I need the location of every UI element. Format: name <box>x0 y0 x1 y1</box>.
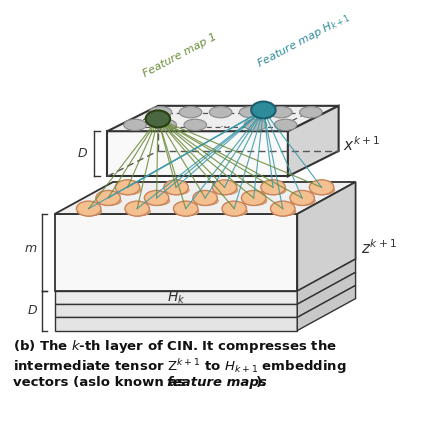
Ellipse shape <box>124 119 146 131</box>
Ellipse shape <box>165 185 189 195</box>
Text: ...: ... <box>219 117 231 131</box>
Ellipse shape <box>300 107 322 118</box>
Ellipse shape <box>291 196 315 206</box>
Ellipse shape <box>271 207 296 216</box>
Ellipse shape <box>209 107 232 118</box>
Text: Feature map 1: Feature map 1 <box>141 32 218 79</box>
Ellipse shape <box>126 207 150 216</box>
Ellipse shape <box>309 180 334 195</box>
Ellipse shape <box>97 196 121 206</box>
Ellipse shape <box>239 107 262 118</box>
Ellipse shape <box>194 196 218 206</box>
Text: (b) The $k$-th layer of CIN. It compresses the: (b) The $k$-th layer of CIN. It compress… <box>14 338 337 355</box>
Ellipse shape <box>144 191 169 206</box>
Ellipse shape <box>222 201 246 216</box>
Text: ).: ). <box>256 376 267 389</box>
Polygon shape <box>107 106 338 131</box>
Ellipse shape <box>270 107 292 118</box>
Text: $D$: $D$ <box>27 304 38 317</box>
Ellipse shape <box>310 185 335 195</box>
Ellipse shape <box>149 107 172 118</box>
Polygon shape <box>297 272 356 318</box>
Ellipse shape <box>242 196 267 206</box>
Ellipse shape <box>164 180 188 195</box>
Ellipse shape <box>179 107 202 118</box>
Ellipse shape <box>77 207 102 216</box>
Ellipse shape <box>261 180 285 195</box>
Ellipse shape <box>174 207 199 216</box>
Text: vectors (aslo known as: vectors (aslo known as <box>14 376 190 389</box>
Text: intermediate tensor $\mathrm{Z}^{k+1}$ to $H_{k+1}$ embedding: intermediate tensor $\mathrm{Z}^{k+1}$ t… <box>14 357 347 376</box>
Text: feature maps: feature maps <box>167 376 266 389</box>
Ellipse shape <box>184 119 206 131</box>
Text: Feature map $H_{k+1}$: Feature map $H_{k+1}$ <box>254 10 352 71</box>
Ellipse shape <box>145 196 170 206</box>
Polygon shape <box>55 291 297 304</box>
Ellipse shape <box>271 201 295 216</box>
Polygon shape <box>55 182 356 214</box>
Text: $z^{k+1}$: $z^{k+1}$ <box>361 238 397 257</box>
Ellipse shape <box>76 201 101 216</box>
Ellipse shape <box>251 101 276 119</box>
Polygon shape <box>55 318 297 331</box>
Ellipse shape <box>274 119 297 131</box>
Polygon shape <box>55 214 297 291</box>
Text: $x^{k+1}$: $x^{k+1}$ <box>344 135 381 154</box>
Ellipse shape <box>115 180 140 195</box>
Ellipse shape <box>262 185 286 195</box>
Polygon shape <box>297 182 356 291</box>
Ellipse shape <box>96 191 120 206</box>
Polygon shape <box>297 285 356 331</box>
Ellipse shape <box>244 119 267 131</box>
Ellipse shape <box>146 110 170 127</box>
Ellipse shape <box>125 201 149 216</box>
Polygon shape <box>297 259 356 304</box>
Ellipse shape <box>154 119 176 131</box>
Polygon shape <box>107 131 288 176</box>
Ellipse shape <box>193 191 217 206</box>
Polygon shape <box>55 304 297 318</box>
Text: $m$: $m$ <box>24 242 37 255</box>
Ellipse shape <box>116 185 141 195</box>
Text: $D$: $D$ <box>77 147 89 160</box>
Ellipse shape <box>213 185 238 195</box>
Ellipse shape <box>173 201 198 216</box>
Text: $H_k$: $H_k$ <box>167 289 185 306</box>
Ellipse shape <box>212 180 237 195</box>
Ellipse shape <box>223 207 247 216</box>
Ellipse shape <box>241 191 266 206</box>
Ellipse shape <box>290 191 314 206</box>
Polygon shape <box>288 106 338 176</box>
